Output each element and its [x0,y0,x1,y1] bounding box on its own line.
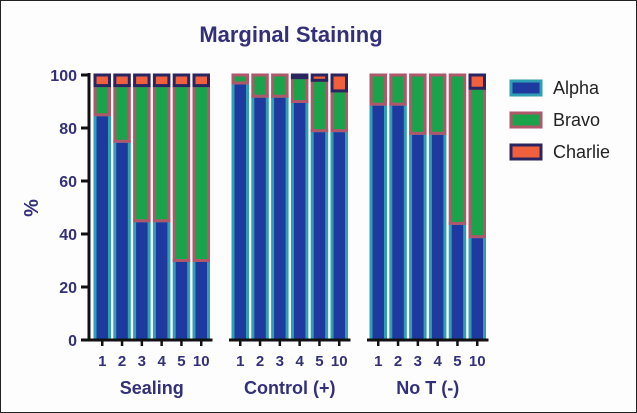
bar-alpha [172,259,191,342]
bar-alpha [428,131,447,342]
bar-charlie [172,73,191,88]
legend-swatch-bravo [509,111,543,129]
bar-bravo [113,84,131,143]
y-tick-label: 100 [50,68,77,85]
bar-alpha [192,259,210,342]
legend-swatch-charlie [509,143,543,161]
bar-charlie [133,73,151,88]
bar-alpha [468,235,486,342]
bar-alpha [231,81,249,342]
bar-alpha [369,102,387,342]
x-tick-label: 4 [433,353,442,370]
bar-bravo [231,73,249,85]
x-tick-label: 3 [414,353,422,370]
bar-bravo [271,73,289,98]
bar-bravo [369,73,387,106]
legend-label: Alpha [553,78,600,98]
bar-alpha [133,219,151,342]
x-tick-label: 3 [276,353,284,370]
x-tick-label: 1 [98,353,106,370]
bar-alpha [330,129,348,342]
bar-charlie [330,73,348,93]
x-tick-label: 2 [394,353,402,370]
x-tick-label: 5 [453,353,461,370]
chart-title: Marginal Staining [199,22,382,47]
bar-bravo [152,84,171,223]
bar-bravo [389,73,407,106]
y-tick-label: 20 [59,280,77,297]
bar-bravo [290,76,309,104]
bar-alpha [310,129,329,342]
bar-alpha [113,139,131,342]
bar-bravo [330,89,348,133]
bar-bravo [428,73,447,135]
x-tick-label: 10 [193,353,210,370]
x-tick-label: 1 [236,353,244,370]
bar-alpha [409,131,427,342]
legend-swatch-alpha [509,79,543,97]
bar-alpha [290,100,309,342]
x-tick-label: 1 [374,353,382,370]
bar-alpha [152,219,171,342]
bar-charlie [310,73,329,82]
bar-bravo [192,84,210,262]
group-label: Control (+) [244,378,336,398]
x-tick-label: 3 [138,353,146,370]
x-tick-label: 5 [315,353,323,370]
x-tick-label: 4 [295,353,304,370]
bar-bravo [251,73,269,98]
bar-alpha [448,221,467,342]
bar-alpha [93,113,111,342]
bar-bravo [93,84,111,117]
bar-bravo [468,86,486,239]
bar-charlie [192,73,210,88]
x-tick-label: 4 [157,353,166,370]
bar-alpha [251,94,269,342]
x-tick-label: 2 [118,353,126,370]
x-tick-label: 10 [469,353,486,370]
y-tick-label: 40 [59,227,77,244]
x-tick-label: 2 [256,353,264,370]
bar-bravo [133,84,151,223]
bar-bravo [409,73,427,135]
x-tick-label: 5 [177,353,185,370]
group-label: No T (-) [396,378,459,398]
legend-label: Charlie [553,142,610,162]
bar-charlie [93,73,111,88]
bar-charlie [113,73,131,88]
bar-charlie [152,73,171,88]
bar-bravo [310,78,329,133]
group-label: Sealing [120,378,184,398]
x-tick-label: 10 [331,353,348,370]
bar-alpha [389,102,407,342]
y-tick-label: 80 [59,121,77,138]
y-axis-label: % [21,199,43,217]
bar-bravo [448,73,467,225]
bar-bravo [172,84,191,262]
bar-charlie [468,73,486,90]
bar-alpha [271,94,289,342]
legend-label: Bravo [553,110,600,130]
legend: Alpha Bravo Charlie [509,78,610,162]
bar-charlie [290,73,309,80]
y-tick-label: 60 [59,174,77,191]
y-tick-label: 0 [68,333,77,350]
